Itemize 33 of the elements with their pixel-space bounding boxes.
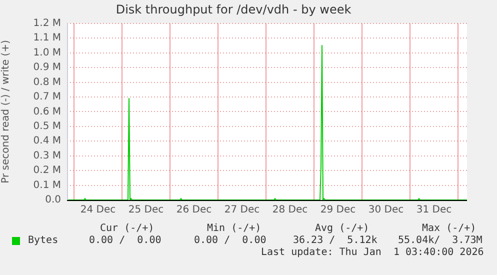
- x-tick-label: 30 Dec: [368, 204, 404, 216]
- text: Last update: Thu Jan 1 03:40:00 2026: [261, 247, 484, 258]
- y-tick-label: 0.2 M: [33, 165, 61, 176]
- y-tick-label: 1.0 M: [33, 47, 61, 58]
- x-tick-label: 26 Dec: [176, 204, 212, 216]
- text: 36.23 / 5.12k: [293, 235, 378, 246]
- text: Cur (-/+): [100, 223, 154, 234]
- x-tick-label: 27 Dec: [224, 204, 260, 216]
- text: 55.04k/ 3.73M: [398, 235, 482, 246]
- y-tick-label: 0.3 M: [33, 150, 61, 162]
- x-tick-label: 28 Dec: [272, 204, 308, 216]
- y-tick-label: 0.0: [45, 194, 61, 206]
- text: Max (-/+): [422, 223, 476, 234]
- chart-title: Disk throughput for /dev/vdh - by week: [116, 2, 352, 16]
- y-tick-label: 1.2 M: [33, 18, 61, 29]
- x-tick-label: 31 Dec: [416, 204, 452, 216]
- x-tick-label: 29 Dec: [320, 204, 356, 216]
- y-tick-label: 1.1 M: [33, 32, 61, 44]
- text: 0.00 / 0.00: [194, 235, 266, 246]
- y-tick-label: 0.6 M: [33, 106, 61, 118]
- x-tick-label: 25 Dec: [128, 204, 164, 216]
- y-tick-label: 0.7 M: [33, 92, 61, 103]
- y-axis-title: Pr second read (-) / write (+): [0, 40, 12, 184]
- y-tick-label: 0.8 M: [33, 76, 61, 88]
- y-tick-label: 0.9 M: [33, 62, 61, 74]
- text: 0.00 / 0.00: [89, 235, 162, 246]
- y-tick-label: 0.5 M: [33, 121, 61, 132]
- y-tick-label: 0.1 M: [33, 180, 61, 191]
- y-tick-label: 0.4 M: [33, 136, 61, 147]
- x-tick-label: 24 Dec: [80, 204, 116, 216]
- text: Avg (-/+): [315, 223, 370, 234]
- text: Min (-/+): [207, 223, 262, 234]
- legend-label: Bytes: [28, 235, 58, 246]
